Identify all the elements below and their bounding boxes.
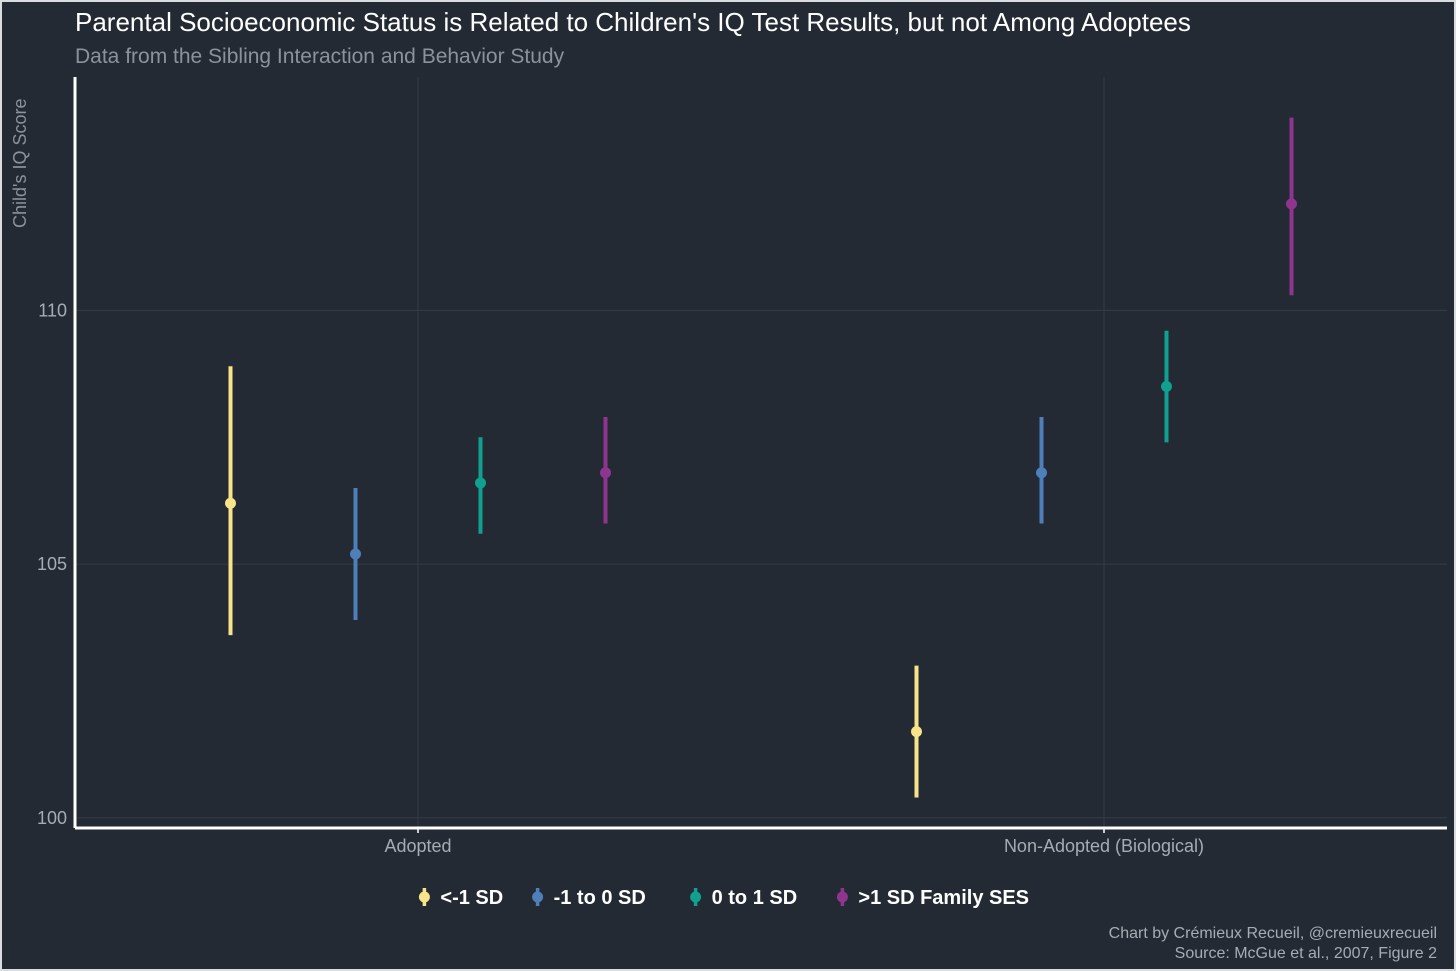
legend-label: >1 SD Family SES <box>858 887 1029 909</box>
legend-label: 0 to 1 SD <box>712 887 798 909</box>
mean-point <box>1161 381 1172 393</box>
y-tick-label: 100 <box>37 808 67 828</box>
mean-point <box>1036 467 1047 479</box>
gridlines <box>75 77 1447 828</box>
tick-labels: 100 105 110 Adopted Non-Adopted (Biological) <box>37 300 1204 856</box>
x-tick-label: Non-Adopted (Biological) <box>1004 836 1204 856</box>
legend-key-point <box>418 891 430 903</box>
mean-point <box>911 726 922 738</box>
caption-credit: Chart by Crémieux Recueil, @cremieuxrecu… <box>1109 925 1437 942</box>
legend: <-1 SD -1 to 0 SD 0 to 1 SD >1 SD Family SE… <box>418 887 1029 909</box>
y-tick-label: 105 <box>37 554 67 574</box>
chart-subtitle: Data from the Sibling Interaction and Be… <box>75 45 565 68</box>
legend-key-point <box>836 891 848 903</box>
mean-point <box>225 497 236 509</box>
legend-key-point <box>690 891 702 903</box>
caption-source: Source: McGue et al., 2007, Figure 2 <box>1175 945 1437 962</box>
data-marks <box>225 117 1297 798</box>
axes <box>73 77 1447 833</box>
mean-point <box>600 467 611 479</box>
mean-point <box>350 548 361 560</box>
y-tick-label: 110 <box>38 300 67 320</box>
legend-label: <-1 SD <box>440 887 503 909</box>
mean-point <box>1286 198 1297 210</box>
legend-key-point <box>532 891 544 903</box>
mean-point <box>475 477 486 489</box>
y-axis-label: Child's IQ Score <box>10 99 30 228</box>
legend-label: -1 to 0 SD <box>554 887 646 909</box>
chart-title: Parental Socioeconomic Status is Related… <box>75 7 1191 37</box>
x-tick-label: Adopted <box>384 836 451 856</box>
